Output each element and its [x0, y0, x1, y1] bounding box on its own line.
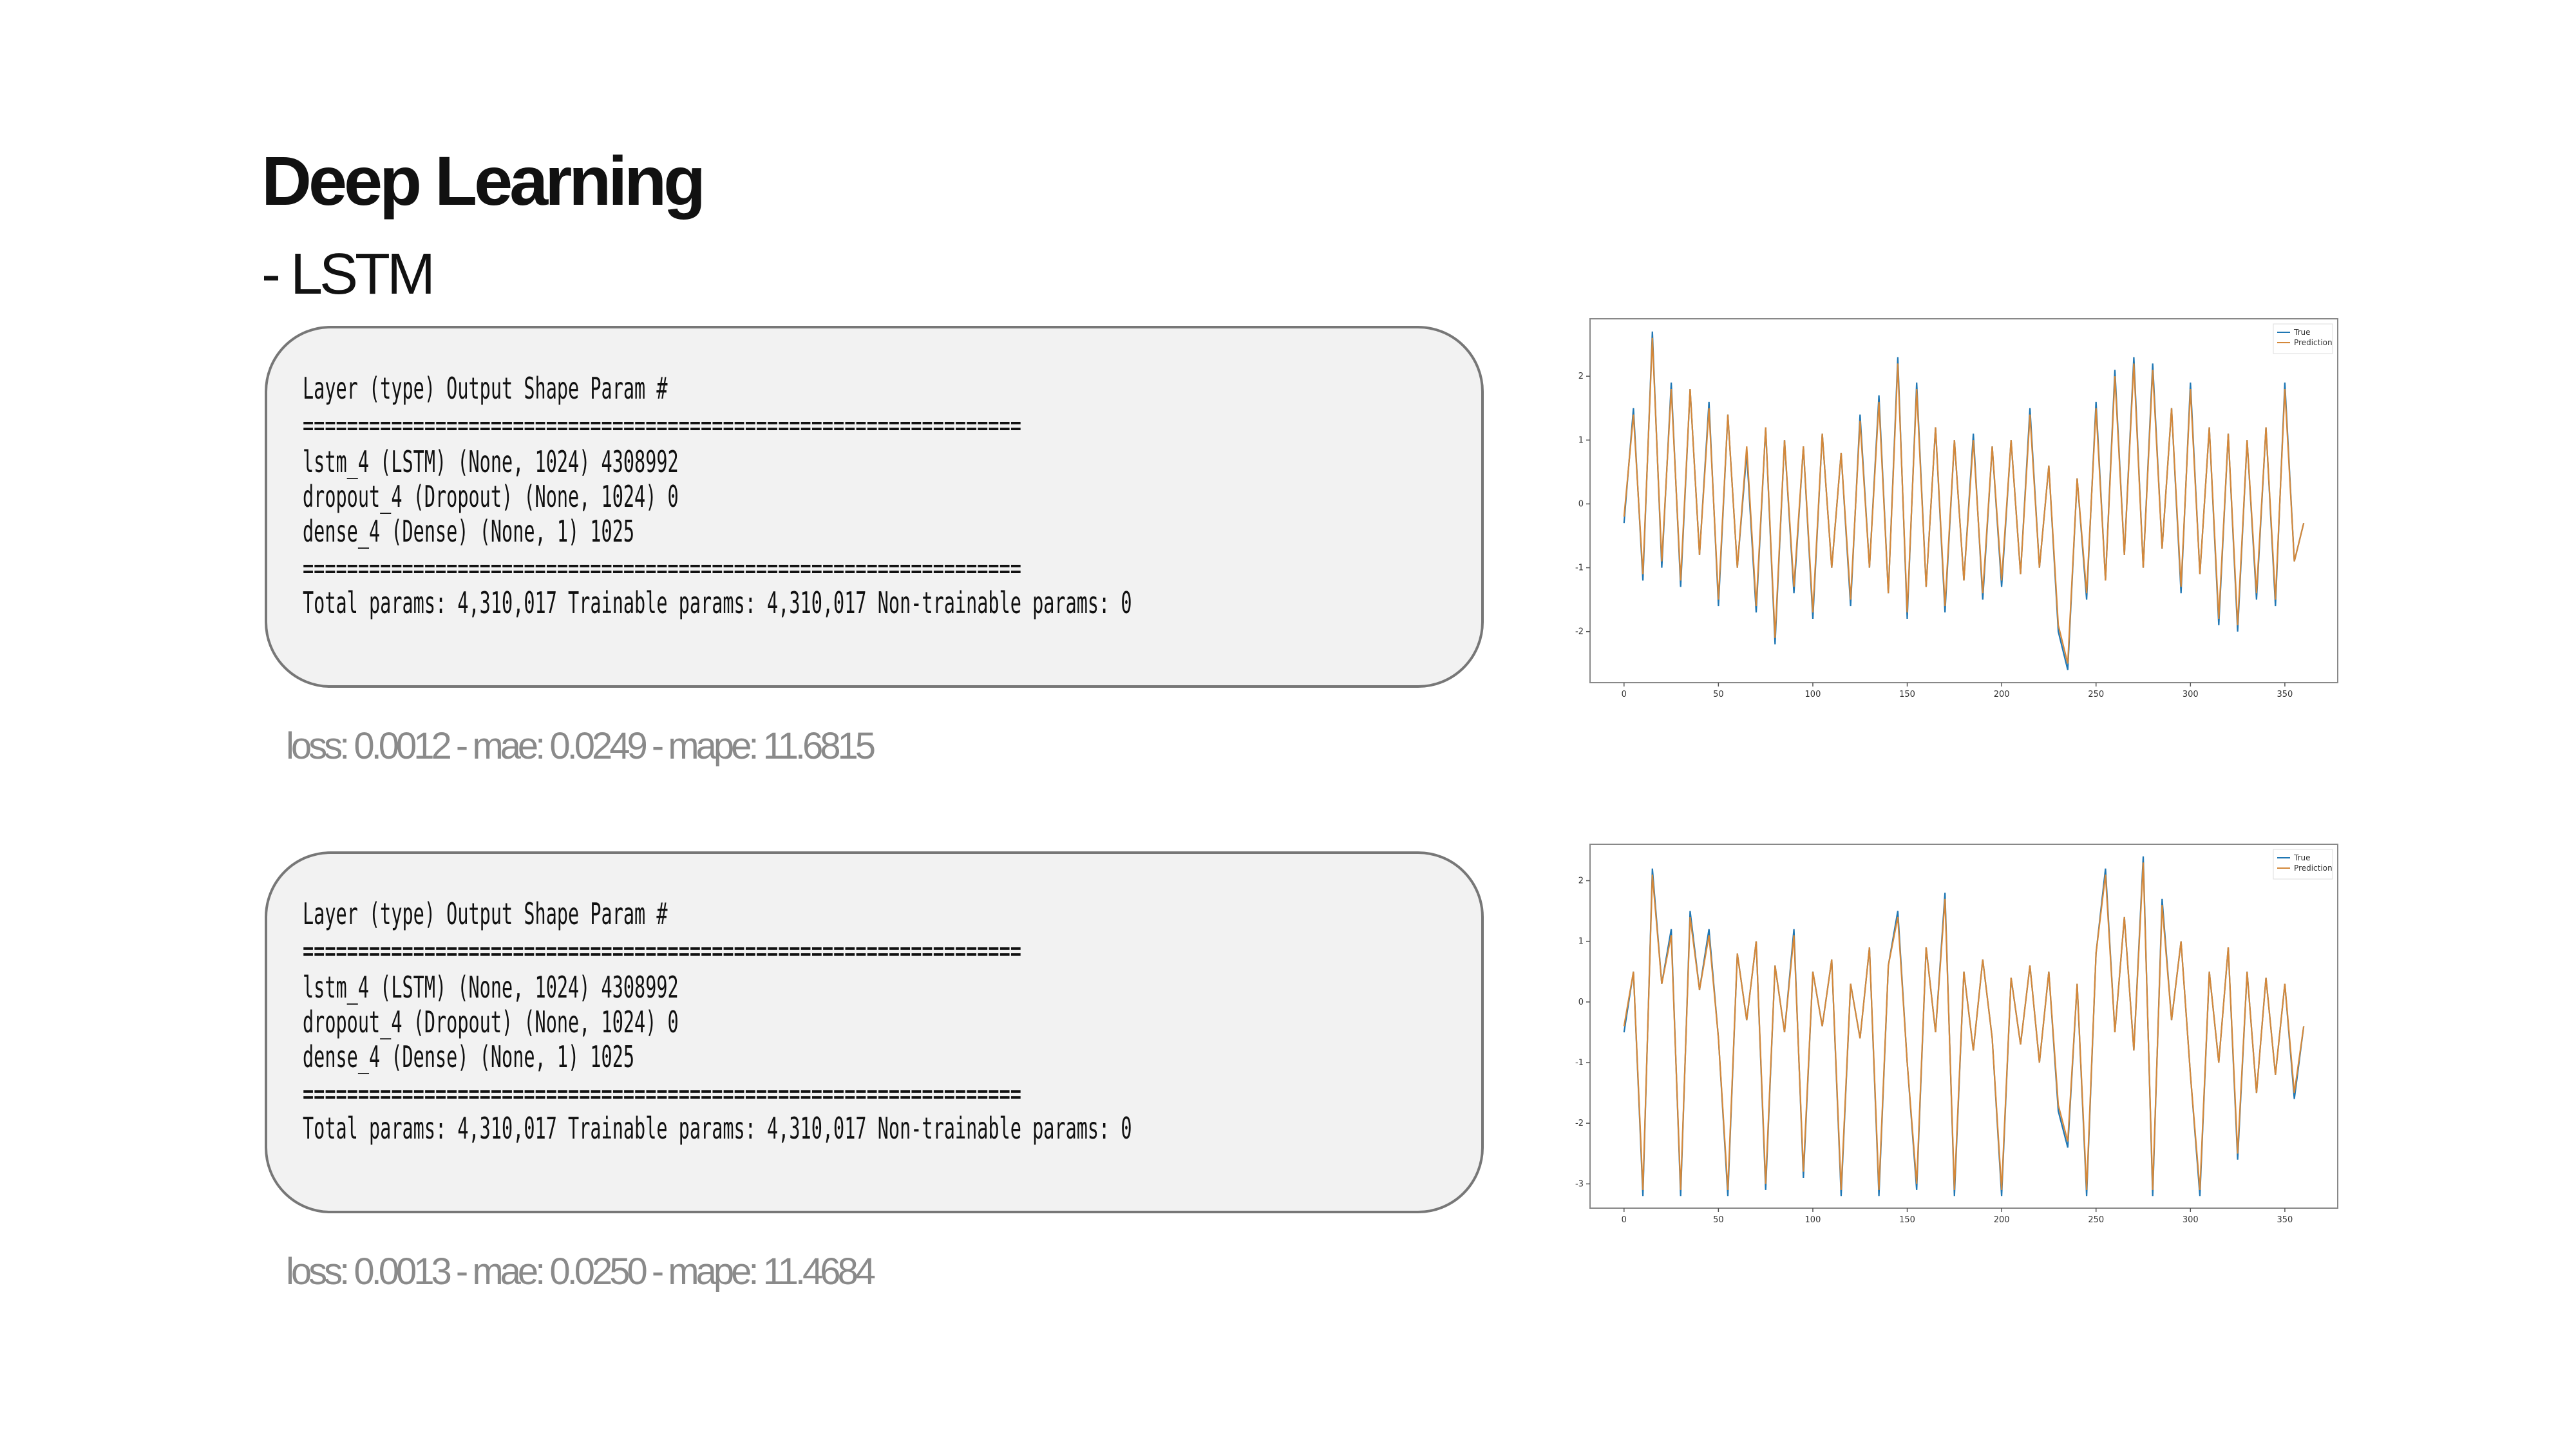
summary-line: dense_4 (Dense) (None, 1) 1025 [303, 515, 634, 549]
x-tick-label: 50 [1713, 1215, 1724, 1225]
metrics: loss: 0.0013 - mae: 0.0250 - mape: 11.46… [286, 1251, 875, 1293]
legend-box [2273, 323, 2333, 354]
x-tick-label: 300 [2183, 690, 2199, 699]
x-tick-label: 100 [1805, 690, 1821, 699]
series-line [1623, 862, 2305, 1190]
summary-text: Layer (type) Output Shape Param #=======… [303, 897, 1132, 1146]
legend-label: Prediction [2294, 864, 2333, 873]
y-tick-label: -3 [1575, 1179, 1584, 1189]
chart: 0 50 100 150 200 250 300 350 -2 -1 0 1 2 TruePredicti… [1575, 318, 2338, 699]
chart: 0 50 100 150 200 250 300 350 -3 -2 -1 0 1 2 True Predic… [1575, 844, 2338, 1225]
x-tick-label: 150 [1899, 690, 1915, 699]
summary-text: Layer (type) Output Shape Param #=======… [303, 372, 1132, 621]
summary-line: Total params: 4,310,017 Trainable params… [303, 586, 1132, 621]
x-tick-label: 300 [2183, 1215, 2199, 1225]
slide-title: Deep Learning [261, 142, 703, 220]
x-tick-label: 350 [2277, 1215, 2293, 1225]
summary-line: lstm_4 (LSTM) (None, 1024) 4308992 [303, 971, 679, 1005]
x-tick-label: 0 [1622, 1215, 1627, 1225]
x-tick-label: 250 [2088, 1215, 2104, 1225]
summary-line: Layer (type) Output Shape Param # [303, 897, 668, 932]
summary-box [265, 326, 1484, 688]
x-tick-label: 200 [1994, 1215, 2010, 1225]
summary-line: dropout_4 (Dropout) (None, 1024) 0 [303, 1005, 679, 1040]
x-tick-label: 100 [1805, 1215, 1821, 1225]
legend-label: True [2293, 328, 2311, 337]
legend-label: Prediction [2294, 338, 2333, 347]
summary-line: lstm_4 (LSTM) (None, 1024) 4308992 [303, 445, 679, 480]
x-tick-label: 0 [1622, 690, 1627, 699]
y-tick-label: 2 [1578, 876, 1584, 886]
x-tick-label: 200 [1994, 690, 2010, 699]
legend-label: True [2293, 853, 2311, 862]
summary-line: ========================================… [303, 934, 1021, 969]
y-tick-label: -1 [1575, 564, 1584, 573]
y-tick-label: -1 [1575, 1058, 1584, 1068]
summary-box [265, 851, 1484, 1213]
summary-line: dense_4 (Dense) (None, 1) 1025 [303, 1040, 634, 1075]
y-tick-label: -2 [1575, 627, 1584, 637]
y-tick-label: 0 [1578, 998, 1584, 1007]
summary-line: Total params: 4,310,017 Trainable params… [303, 1112, 1132, 1146]
x-tick-label: 150 [1899, 1215, 1915, 1225]
x-tick-label: 250 [2088, 690, 2104, 699]
plot-frame [1589, 844, 2338, 1209]
y-tick-label: -2 [1575, 1119, 1584, 1128]
summary-line: ========================================… [303, 408, 1021, 443]
y-tick-label: 2 [1578, 372, 1584, 381]
series-line [1623, 337, 2305, 664]
y-tick-label: 1 [1578, 937, 1584, 947]
summary-line: ========================================… [303, 1077, 1021, 1112]
x-tick-label: 50 [1713, 690, 1724, 699]
x-tick-label: 350 [2277, 690, 2293, 699]
summary-line: ========================================… [303, 551, 1021, 586]
summary-line: dropout_4 (Dropout) (None, 1024) 0 [303, 480, 679, 515]
y-tick-label: 0 [1578, 499, 1584, 509]
y-tick-label: 1 [1578, 435, 1584, 445]
summary-line: Layer (type) Output Shape Param # [303, 372, 668, 406]
legend-box [2273, 849, 2333, 880]
slide-subtitle: - LSTM [261, 242, 432, 307]
metrics: loss: 0.0012 - mae: 0.0249 - mape: 11.68… [286, 725, 875, 767]
